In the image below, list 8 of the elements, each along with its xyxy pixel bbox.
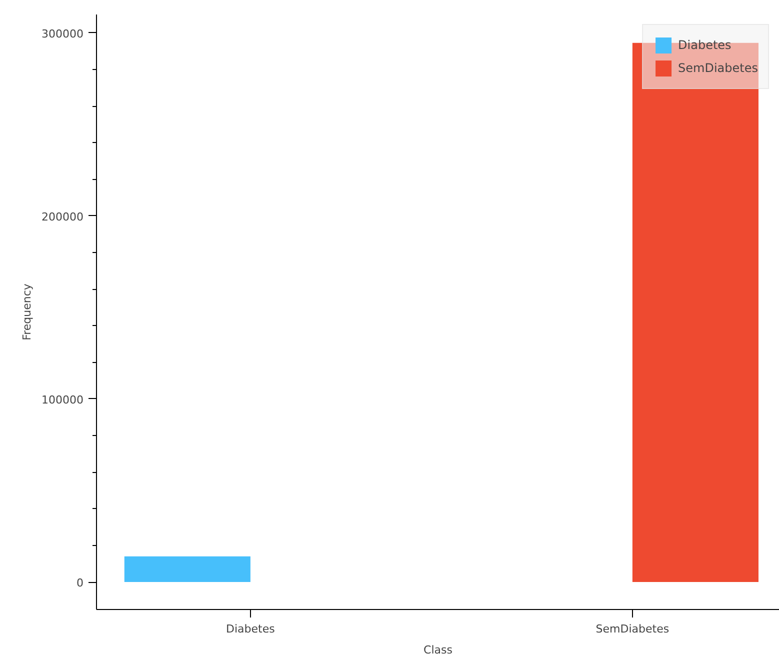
x-axis-title: Class — [424, 644, 453, 656]
y-tick-label: 200000 — [42, 210, 84, 224]
y-tick-label: 0 — [76, 576, 84, 590]
y-tick-label: 300000 — [42, 27, 84, 40]
legend-label: SemDiabetes — [678, 61, 758, 75]
y-tick-label: 100000 — [42, 393, 84, 406]
y-axis-title: Frequency — [20, 283, 34, 340]
legend-label: Diabetes — [678, 38, 732, 52]
